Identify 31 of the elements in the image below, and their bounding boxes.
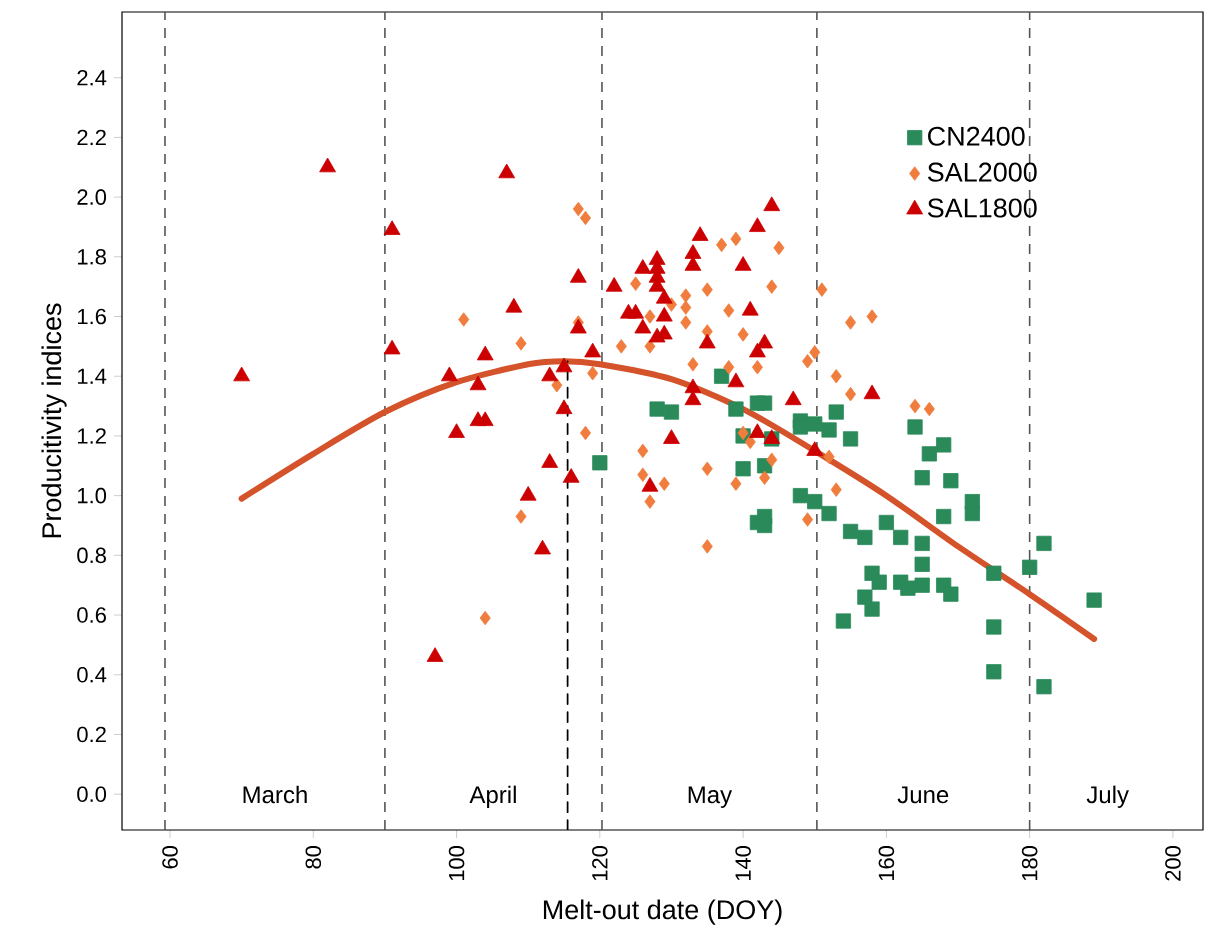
x-tick-label: 80 <box>305 845 322 869</box>
x-tick-label: 60 <box>162 845 178 869</box>
annotation: July <box>1086 785 1129 808</box>
x-tick-label: 180 <box>1021 845 1038 881</box>
x-tick-label: 160 <box>878 845 895 881</box>
x-tick-label: 120 <box>592 845 608 881</box>
y-tick-label: 2.0 <box>77 189 107 205</box>
y-tick-label: 1.0 <box>78 487 107 504</box>
y-tick-label: 1.6 <box>78 308 106 325</box>
y-tick-label: 0.0 <box>77 786 107 802</box>
y-tick-label: 1.4 <box>78 368 107 384</box>
x-tick-label: 200 <box>1165 845 1181 881</box>
y-tick-label: 1.2 <box>78 428 106 444</box>
y-tick-label: 0.2 <box>77 726 106 743</box>
annotation: June <box>897 786 949 804</box>
y-axis-title: Producitivity indices <box>41 303 67 538</box>
y-tick-label: 1.8 <box>78 249 106 265</box>
y-tick-label: 2.4 <box>77 70 107 86</box>
y-tick-label: 0.6 <box>77 607 106 623</box>
legend-label: SAL1800 <box>927 198 1037 218</box>
annotation: May <box>688 786 733 808</box>
y-tick-label: 0.8 <box>77 547 106 564</box>
y-tick-label: 2.2 <box>77 129 106 146</box>
legend-label: CN2400 <box>928 126 1025 146</box>
x-tick-label: 140 <box>735 845 751 881</box>
x-axis-title: Melt-out date (DOY) <box>543 899 782 925</box>
legend-label: SAL2000 <box>927 162 1037 182</box>
annotation: March <box>243 785 307 804</box>
annotation: April <box>469 785 516 808</box>
x-tick-label: 100 <box>448 845 465 881</box>
y-tick-label: 0.4 <box>77 667 107 683</box>
